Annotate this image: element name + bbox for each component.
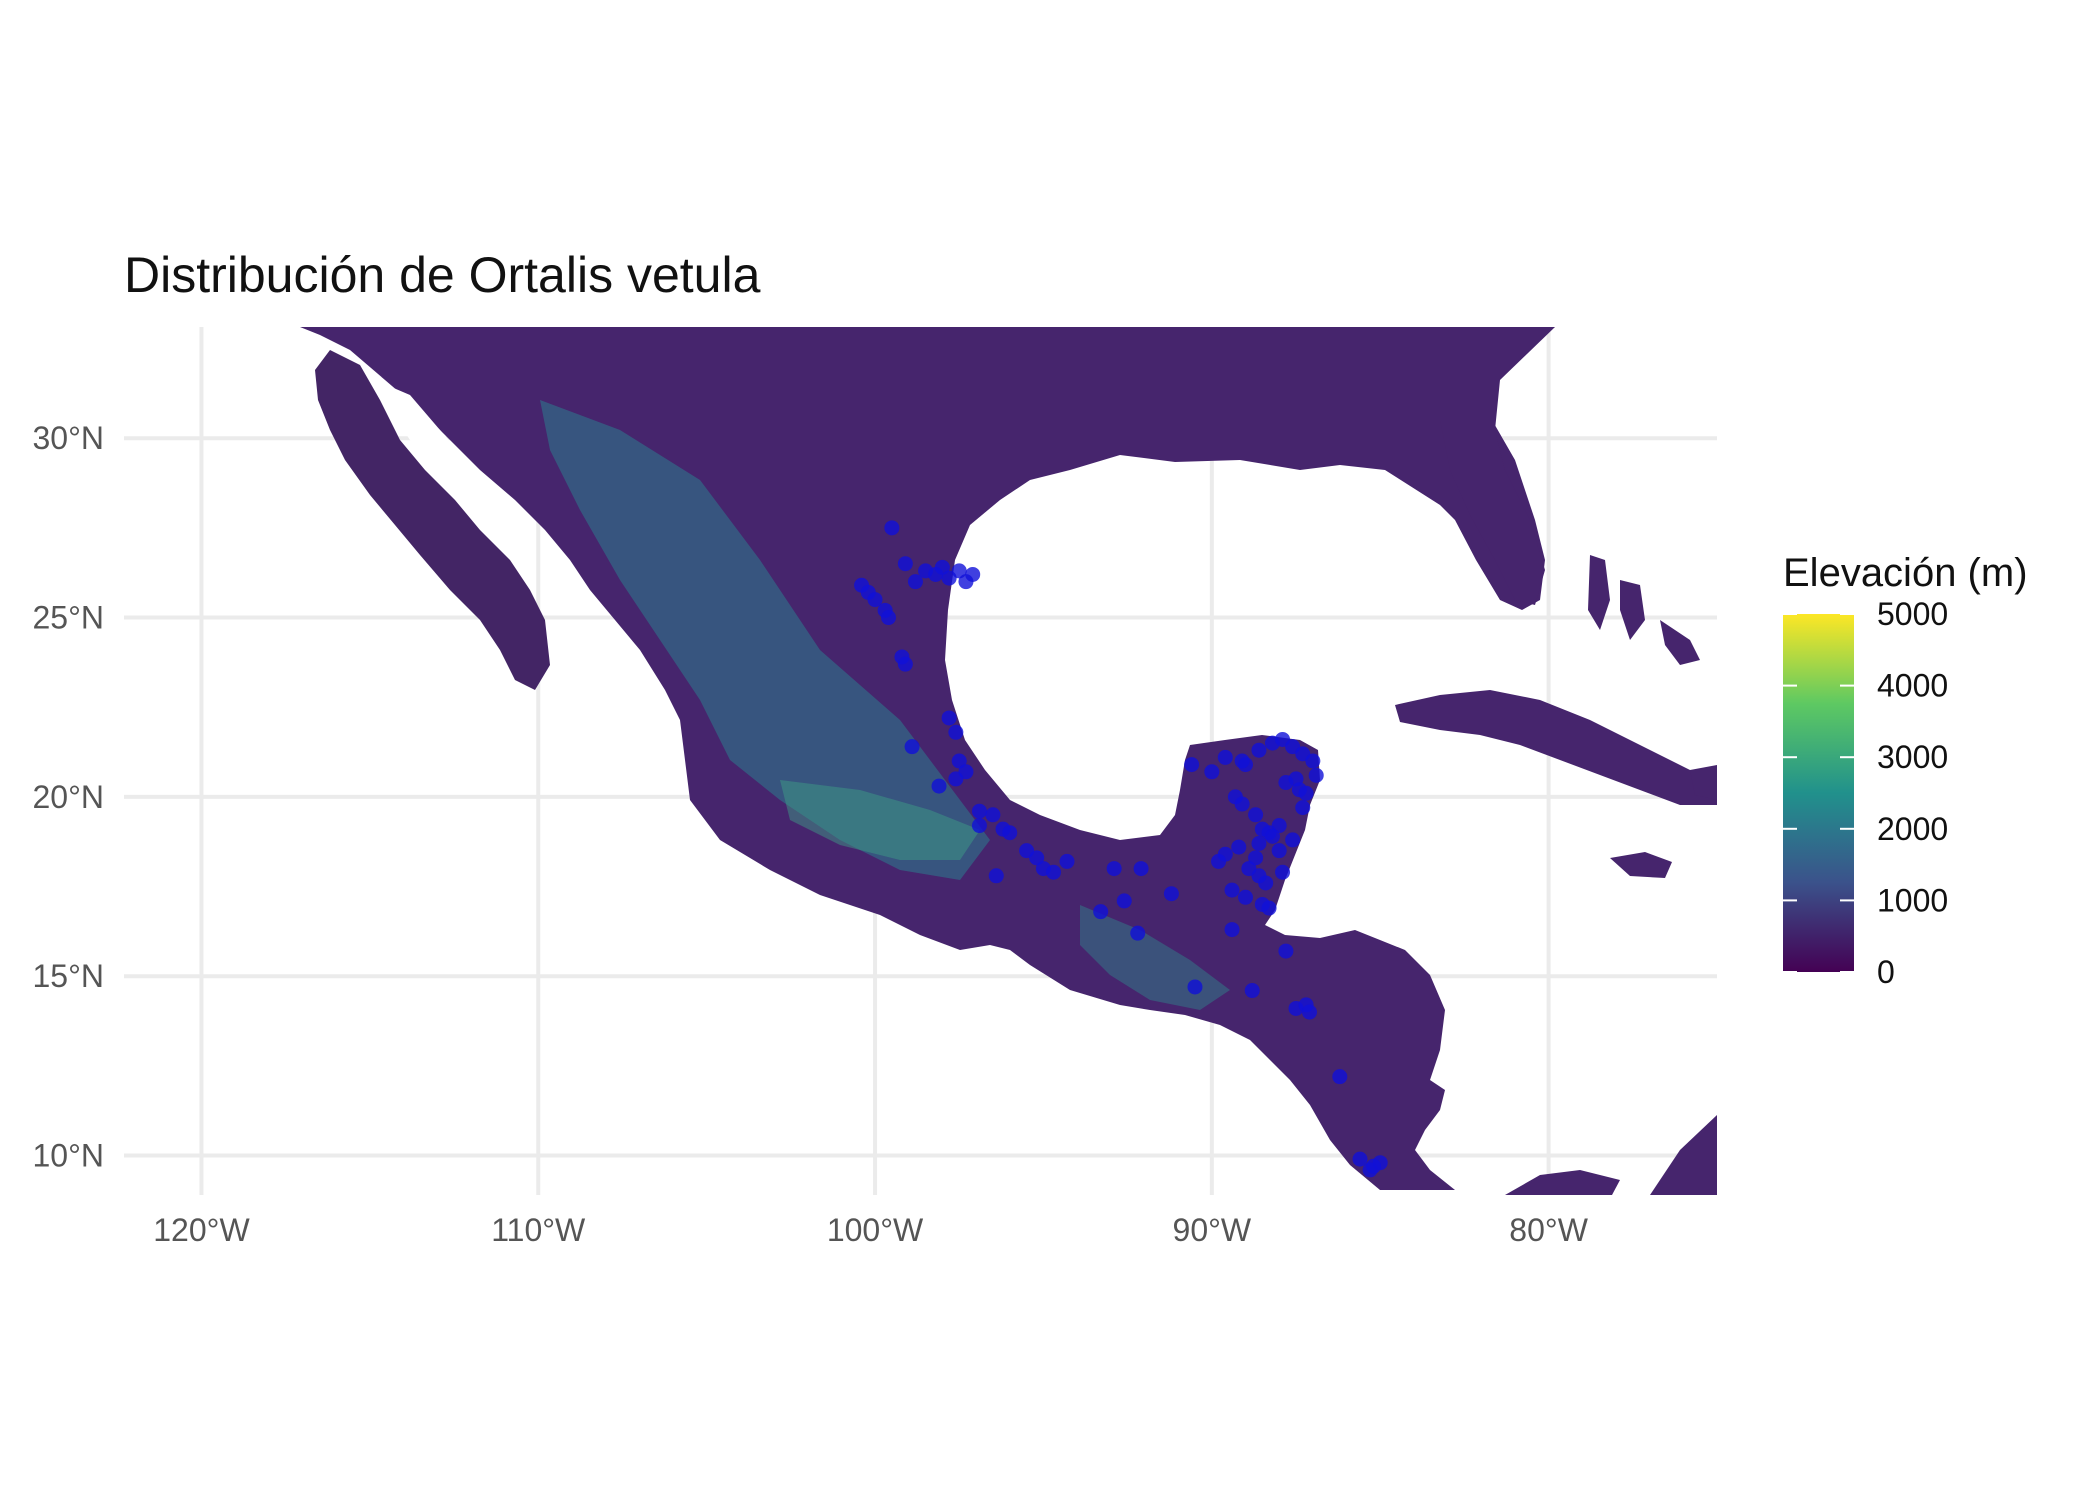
trans-volcanic-belt xyxy=(780,780,980,860)
x-tick-label-0: 120°W xyxy=(153,1212,250,1248)
panama xyxy=(1505,1170,1620,1195)
occurrence-point xyxy=(884,520,900,536)
occurrence-point xyxy=(1116,893,1132,909)
occurrence-point xyxy=(1204,764,1220,780)
occurrence-point xyxy=(1248,850,1264,866)
legend-label-4: 1000 xyxy=(1877,882,1948,918)
occurrence-point xyxy=(1248,807,1264,823)
legend-label-1: 4000 xyxy=(1877,668,1948,704)
occurrence-point xyxy=(1002,825,1018,841)
x-tick-label-3: 90°W xyxy=(1173,1212,1252,1248)
occurrence-point xyxy=(1365,1158,1381,1174)
occurrence-point xyxy=(965,566,981,582)
y-tick-label-1: 25°N xyxy=(33,600,105,636)
occurrence-point xyxy=(1093,904,1109,920)
occurrence-point xyxy=(1187,979,1203,995)
occurrence-point xyxy=(1251,835,1267,851)
occurrence-point xyxy=(1295,800,1311,816)
occurrence-point xyxy=(948,771,964,787)
occurrence-points xyxy=(854,520,1388,1178)
x-tick-label-1: 110°W xyxy=(491,1212,586,1248)
y-tick-label-3: 15°N xyxy=(33,958,105,994)
occurrence-point xyxy=(1234,796,1250,812)
occurrence-point xyxy=(1231,839,1247,855)
occurrence-point xyxy=(1241,861,1257,877)
y-tick-label-0: 30°N xyxy=(33,420,105,456)
occurrence-point xyxy=(1251,742,1267,758)
occurrence-point xyxy=(1224,922,1240,938)
legend-label-2: 3000 xyxy=(1877,739,1948,775)
occurrence-point xyxy=(1211,853,1227,869)
occurrence-point xyxy=(1133,861,1149,877)
occurrence-point xyxy=(904,739,920,755)
legend: Elevación (m) 5000 4000 3000 2000 1000 0 xyxy=(1783,551,2028,990)
x-axis-ticks: 120°W 110°W 100°W 90°W 80°W xyxy=(153,1212,1588,1248)
legend-label-3: 2000 xyxy=(1877,811,1948,847)
occurrence-point xyxy=(948,724,964,740)
legend-label-0: 5000 xyxy=(1877,596,1948,632)
occurrence-point xyxy=(951,753,967,769)
occurrence-point xyxy=(934,559,950,575)
legend-title: Elevación (m) xyxy=(1783,551,2028,595)
occurrence-point xyxy=(1352,1151,1368,1167)
occurrence-point xyxy=(985,807,1001,823)
occurrence-point xyxy=(971,818,987,834)
occurrence-point xyxy=(1184,757,1200,773)
y-axis-ticks: 30°N 25°N 20°N 15°N 10°N xyxy=(33,420,105,1173)
baja-california xyxy=(315,350,550,690)
occurrence-point xyxy=(1332,1069,1348,1085)
bahamas xyxy=(1588,555,1700,665)
chart-title: Distribución de Ortalis vetula xyxy=(124,247,761,303)
occurrence-point xyxy=(951,563,967,579)
occurrence-point xyxy=(1301,1004,1317,1020)
occurrence-point xyxy=(1237,889,1253,905)
occurrence-point xyxy=(941,710,957,726)
y-tick-label-2: 20°N xyxy=(33,779,105,815)
occurrence-point xyxy=(1261,900,1277,916)
occurrence-point xyxy=(1130,925,1146,941)
land-layer xyxy=(285,327,1717,1195)
occurrence-point xyxy=(1217,749,1233,765)
legend-label-5: 0 xyxy=(1877,954,1895,990)
occurrence-point xyxy=(1029,850,1045,866)
occurrence-point xyxy=(897,656,913,672)
occurrence-point xyxy=(1275,864,1291,880)
occurrence-point xyxy=(1046,864,1062,880)
occurrence-point xyxy=(1305,753,1321,769)
legend-colorbar xyxy=(1783,614,1854,972)
occurrence-point xyxy=(1244,983,1260,999)
jamaica xyxy=(1610,852,1672,878)
occurrence-point xyxy=(988,868,1004,884)
y-tick-label-4: 10°N xyxy=(33,1138,105,1174)
sierra-madre-highlands xyxy=(540,400,990,880)
occurrence-point xyxy=(1163,886,1179,902)
occurrence-point xyxy=(907,574,923,590)
cuba xyxy=(1395,690,1717,805)
occurrence-point xyxy=(1264,828,1280,844)
occurrence-point xyxy=(1271,843,1287,859)
florida xyxy=(1440,327,1555,605)
occurrence-point xyxy=(897,556,913,572)
occurrence-point xyxy=(1234,753,1250,769)
occurrence-point xyxy=(867,592,883,608)
occurrence-point xyxy=(1224,882,1240,898)
occurrence-point xyxy=(1106,861,1122,877)
occurrence-point xyxy=(881,610,897,626)
occurrence-point xyxy=(1059,853,1075,869)
hispaniola xyxy=(1690,765,1717,800)
occurrence-point xyxy=(1278,775,1294,791)
x-tick-label-4: 80°W xyxy=(1509,1212,1588,1248)
occurrence-point xyxy=(1298,785,1314,801)
occurrence-point xyxy=(971,803,987,819)
x-tick-label-2: 100°W xyxy=(827,1212,924,1248)
south-america xyxy=(1650,1115,1717,1195)
gulf-of-california xyxy=(375,380,520,520)
occurrence-point xyxy=(1285,832,1301,848)
occurrence-point xyxy=(931,778,947,794)
occurrence-point xyxy=(1278,943,1294,959)
legend-labels: 5000 4000 3000 2000 1000 0 xyxy=(1783,596,1948,990)
occurrence-point xyxy=(1308,767,1324,783)
